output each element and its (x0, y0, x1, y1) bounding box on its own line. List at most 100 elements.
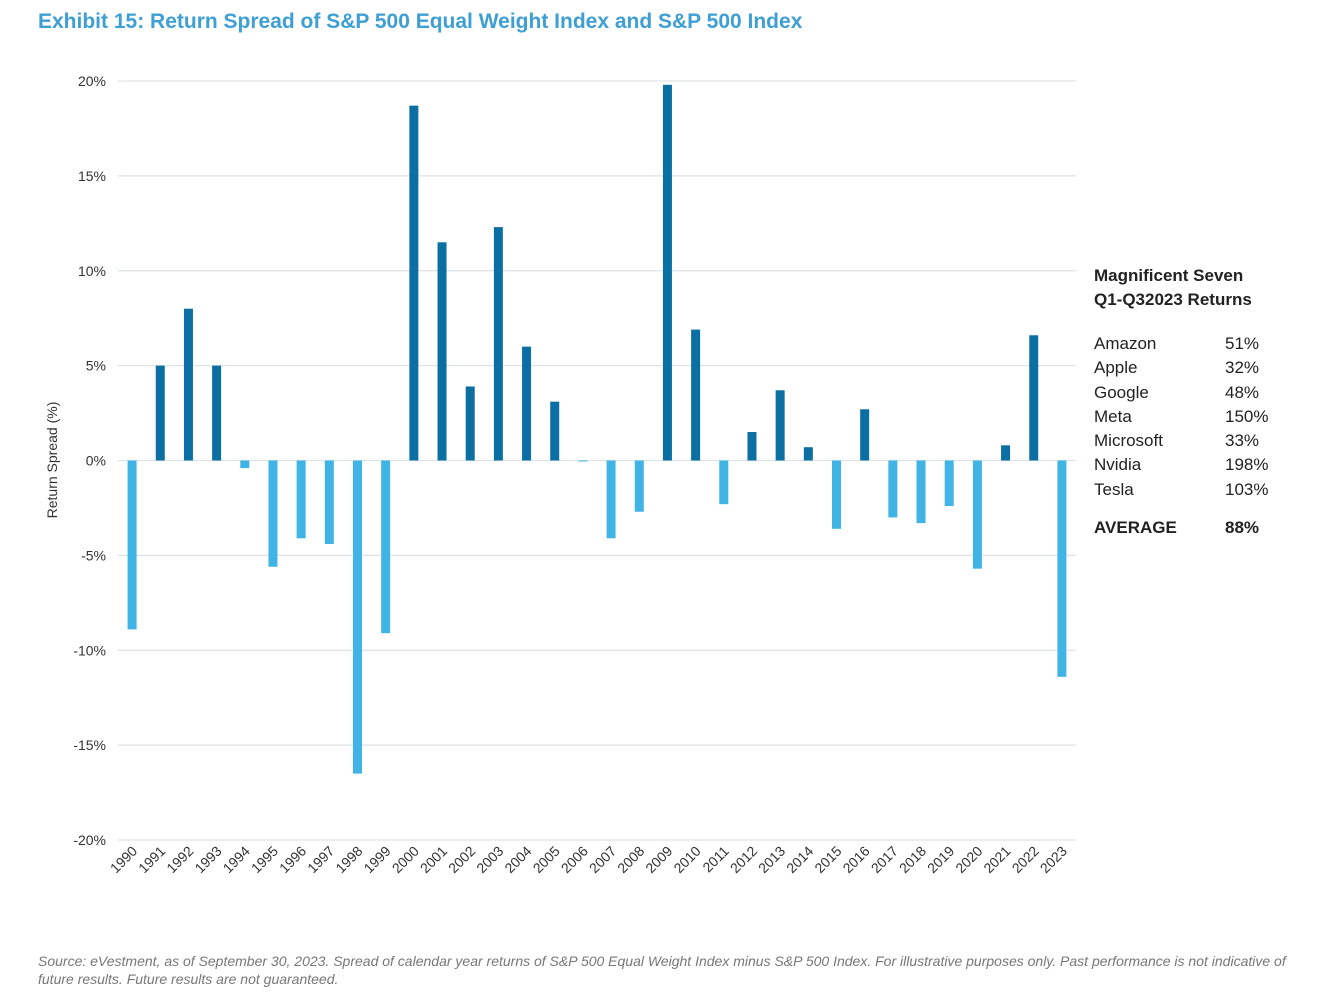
bar-2014 (803, 447, 813, 461)
bar-1993 (212, 365, 222, 461)
bar-2017 (888, 460, 898, 518)
chart-title: Exhibit 15: Return Spread of S&P 500 Equ… (38, 10, 803, 33)
company-return: 103% (1225, 479, 1269, 499)
bar-2010 (691, 329, 701, 461)
source-note: Source: eVestment, as of September 30, 2… (38, 953, 1286, 987)
x-tick-label: 2021 (980, 843, 1013, 876)
table-row: Microsoft 33% (1094, 429, 1314, 453)
table-row: Nvidia 198% (1094, 453, 1314, 477)
company-name: Nvidia (1094, 455, 1142, 475)
company-name: Amazon (1094, 334, 1157, 353)
bar-1991 (155, 365, 165, 461)
magnificent-seven-table: Magnificent Seven Q1-Q32023 Returns Amaz… (1094, 264, 1314, 540)
bar-2011 (719, 460, 729, 505)
x-tick-label: 2010 (670, 843, 703, 876)
company-return: 32% (1225, 358, 1260, 378)
x-tick-label: 2006 (558, 843, 591, 876)
x-tick-label: 2001 (417, 843, 450, 876)
bar-2002 (465, 386, 475, 461)
y-tick-label: 15% (78, 168, 106, 184)
x-tick-label: 1990 (107, 843, 140, 876)
x-tick-label: 2019 (924, 843, 957, 876)
y-tick-label: -10% (73, 642, 106, 658)
company-name: Meta (1094, 406, 1132, 426)
company-name: Tesla (1094, 479, 1134, 499)
bar-2005 (550, 401, 560, 461)
x-tick-label: 2014 (783, 843, 816, 876)
table-row: Meta 150% (1094, 405, 1314, 429)
y-tick-label: 0% (86, 453, 106, 469)
x-tick-label: 2005 (530, 843, 563, 876)
company-return: 51% (1225, 334, 1260, 353)
x-tick-label: 2003 (473, 843, 506, 876)
company-return: 150% (1225, 406, 1269, 426)
x-tick-label: 2023 (1037, 843, 1070, 876)
x-tick-label: 2012 (727, 843, 760, 876)
x-tick-label: 1998 (332, 843, 365, 876)
x-tick-label: 2009 (642, 843, 675, 876)
company-name: Microsoft (1094, 431, 1163, 451)
bar-1997 (324, 460, 334, 544)
bar-1994 (240, 460, 250, 469)
bar-2015 (832, 460, 841, 529)
x-tick-label: 2011 (699, 843, 732, 876)
bar-2019 (944, 460, 954, 507)
table-row: Apple 32% (1094, 356, 1314, 380)
x-tick-label: 2000 (389, 843, 422, 876)
bar-2012 (747, 432, 757, 461)
bar-2001 (437, 242, 447, 461)
company-return: 48% (1225, 382, 1260, 402)
table-row: Amazon 51% (1094, 332, 1314, 356)
company-name: Apple (1094, 358, 1138, 378)
x-tick-label: 2007 (586, 843, 619, 876)
x-tick-label: 1994 (220, 843, 253, 876)
company-name: Google (1094, 382, 1149, 402)
bar-2018 (916, 460, 926, 524)
x-tick-label: 1995 (248, 843, 281, 876)
x-tick-label: 2013 (755, 843, 788, 876)
x-tick-label: 1992 (163, 843, 196, 876)
x-tick-label: 2018 (896, 843, 929, 876)
average-row: AVERAGE 88% (1094, 516, 1314, 540)
company-return: 33% (1225, 431, 1260, 451)
x-tick-label: 2008 (614, 843, 647, 876)
bar-2013 (775, 390, 785, 461)
x-tick-label: 2004 (501, 843, 534, 876)
y-tick-label: -20% (73, 832, 106, 848)
bar-1996 (296, 460, 306, 539)
bar-chart: 20% 15% 10% 5% 0% -5% -10% -15% -20%199019911992… (44, 73, 1076, 876)
bar-2016 (860, 409, 870, 461)
y-tick-label: 20% (78, 73, 106, 89)
table-row: Tesla 103% (1094, 478, 1314, 502)
y-axis-label: Return Spread (%) (44, 402, 60, 519)
bar-2000 (409, 105, 419, 461)
y-tick-label: -5% (81, 547, 106, 563)
y-tick-label: 10% (78, 263, 106, 279)
bar-1990 (127, 460, 137, 630)
y-tick-label: 5% (86, 358, 106, 374)
bar-2003 (493, 227, 503, 461)
average-value: 88% (1225, 518, 1260, 538)
bar-1999 (381, 460, 391, 634)
average-label: AVERAGE (1094, 518, 1177, 538)
x-tick-label: 1993 (191, 843, 224, 876)
x-tick-label: 2015 (811, 843, 844, 876)
x-tick-label: 2022 (1009, 843, 1042, 876)
bar-2023 (1057, 460, 1067, 677)
bar-2009 (662, 84, 672, 461)
x-tick-label: 1997 (304, 843, 337, 876)
x-tick-label: 1999 (360, 843, 393, 876)
x-tick-label: 1991 (135, 843, 168, 876)
bar-1998 (353, 460, 362, 774)
bar-2021 (1001, 445, 1011, 461)
bar-1995 (268, 460, 278, 567)
x-tick-label: 2020 (952, 843, 985, 876)
bar-2008 (634, 460, 644, 512)
x-tick-label: 1996 (276, 843, 309, 876)
x-tick-label: 2017 (868, 843, 901, 876)
bar-1992 (183, 308, 193, 461)
bar-2007 (606, 460, 616, 539)
table-header-1: Magnificent Seven (1094, 266, 1244, 285)
bar-2020 (972, 460, 982, 569)
table-header-2: Q1-Q32023 Returns (1094, 290, 1252, 309)
